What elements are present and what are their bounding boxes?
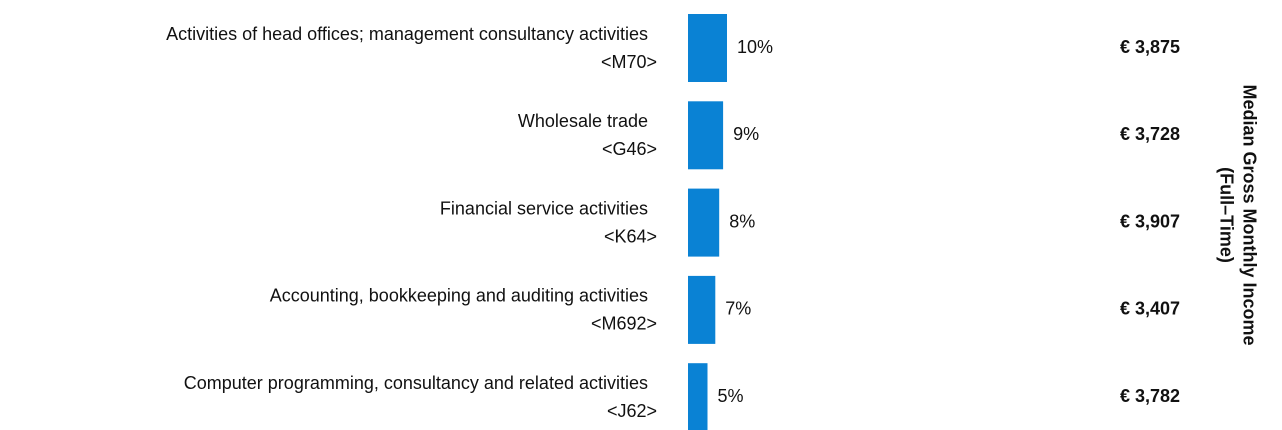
value-label: 5% [718, 386, 744, 406]
y2-title-line: Median Gross Monthly Income [1239, 84, 1259, 345]
category-label: Accounting, bookkeeping and auditing act… [270, 286, 648, 306]
y2-axis-title: Median Gross Monthly Income (Full–Time) [1216, 84, 1259, 345]
category-code: <M692> [591, 314, 657, 334]
category-label: Activities of head offices; management c… [166, 24, 648, 44]
value-label: 9% [733, 124, 759, 144]
value-label: 8% [729, 211, 755, 231]
income-label: € 3,782 [1120, 386, 1180, 406]
y2-title-line: (Full–Time) [1216, 167, 1236, 263]
income-label: € 3,728 [1120, 124, 1180, 144]
bar [688, 101, 724, 170]
category-code: <K64> [604, 226, 657, 246]
bar [688, 188, 720, 257]
income-label: € 3,407 [1120, 299, 1180, 319]
bar [688, 14, 727, 82]
category-code: <M70> [601, 52, 657, 72]
category-code: <J62> [607, 401, 657, 421]
value-label: 10% [737, 37, 773, 57]
category-code: <G46> [602, 139, 657, 159]
bar [688, 363, 708, 430]
income-label: € 3,875 [1120, 37, 1180, 57]
income-label: € 3,907 [1120, 211, 1180, 231]
category-label: Wholesale trade [518, 111, 648, 131]
category-label: Computer programming, consultancy and re… [184, 373, 648, 393]
bar [688, 275, 716, 344]
value-label: 7% [725, 299, 751, 319]
category-label: Financial service activities [440, 198, 648, 218]
